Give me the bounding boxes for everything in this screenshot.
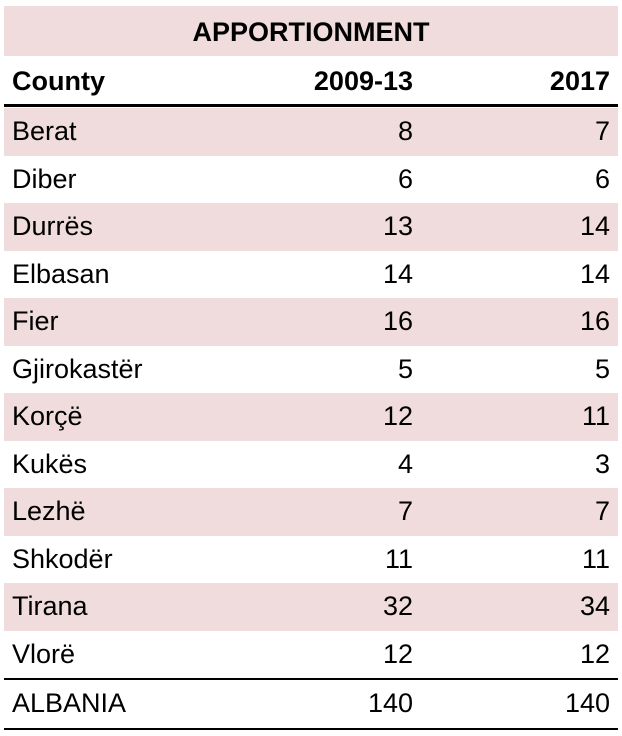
table-cell: Diber: [12, 163, 77, 194]
table-cell: 7: [594, 116, 610, 146]
table-cell: 140: [367, 688, 413, 718]
table-cell: 14: [382, 258, 413, 289]
data-row: Gjirokastër 5 5: [4, 346, 618, 394]
total-rule: [4, 678, 618, 680]
table-cell: 5: [397, 353, 413, 384]
table-cell: 11: [384, 543, 413, 574]
table-cell: 2009-13: [313, 66, 413, 96]
table-cell: Kukës: [12, 448, 88, 479]
table-cell: 11: [581, 401, 610, 431]
table-cell: ALBANIA: [12, 688, 127, 718]
table-cell: Elbasan: [12, 258, 110, 289]
data-row: Tirana 32 34: [4, 583, 618, 631]
table-cell: Gjirokastër: [12, 353, 143, 384]
table-cell: 8: [397, 116, 413, 146]
table-cell: 13: [382, 211, 413, 241]
table-cell: 4: [397, 448, 413, 479]
table-cell: Fier: [12, 306, 59, 336]
table-cell: 2017: [549, 66, 610, 96]
table-cell: 11: [581, 543, 610, 574]
table-cell: Korçë: [12, 401, 83, 431]
table-cell: 14: [579, 211, 610, 241]
table-cell: 12: [382, 401, 413, 431]
data-row: Kukës 4 3: [4, 441, 618, 489]
table-cell: 12: [579, 638, 610, 669]
table-cell: 32: [382, 591, 413, 621]
table-cell: 16: [382, 306, 413, 336]
header-rule: [4, 104, 618, 107]
table-cell: Vlorë: [12, 638, 76, 669]
data-row: Elbasan 14 14: [4, 251, 618, 299]
table-cell: 6: [594, 163, 610, 194]
table-cell: 6: [397, 163, 413, 194]
table-title: APPORTIONMENT: [4, 6, 618, 56]
table-cell: Shkodër: [12, 543, 113, 574]
table-cell: 34: [579, 591, 610, 621]
header-row: County 2009-13 2017: [4, 58, 618, 106]
data-row: Vlorë 12 12: [4, 631, 618, 679]
data-row: Korçë 12 11: [4, 393, 618, 441]
data-row: Diber 6 6: [4, 156, 618, 204]
table-cell: Lezhë: [12, 496, 86, 526]
total-row: ALBANIA 140 140: [4, 680, 618, 728]
table-cell: 14: [579, 258, 610, 289]
bottom-rule: [4, 727, 618, 730]
data-row: Lezhë 7 7: [4, 488, 618, 536]
table-cell: 7: [594, 496, 610, 526]
data-row: Berat 8 7: [4, 108, 618, 156]
table-cell: County: [12, 66, 105, 96]
table-cell: Durrës: [12, 211, 94, 241]
table-cell: 3: [594, 448, 610, 479]
data-row: Fier 16 16: [4, 298, 618, 346]
data-row: Durrës 13 14: [4, 203, 618, 251]
data-row: Shkodër 11 11: [4, 536, 618, 584]
table-cell: 5: [594, 353, 610, 384]
table-cell: 12: [382, 638, 413, 669]
table-cell: Tirana: [12, 591, 88, 621]
table-cell: Berat: [12, 116, 77, 146]
table-cell: 16: [579, 306, 610, 336]
table-cell: 7: [397, 496, 413, 526]
table-cell: 140: [564, 688, 610, 718]
